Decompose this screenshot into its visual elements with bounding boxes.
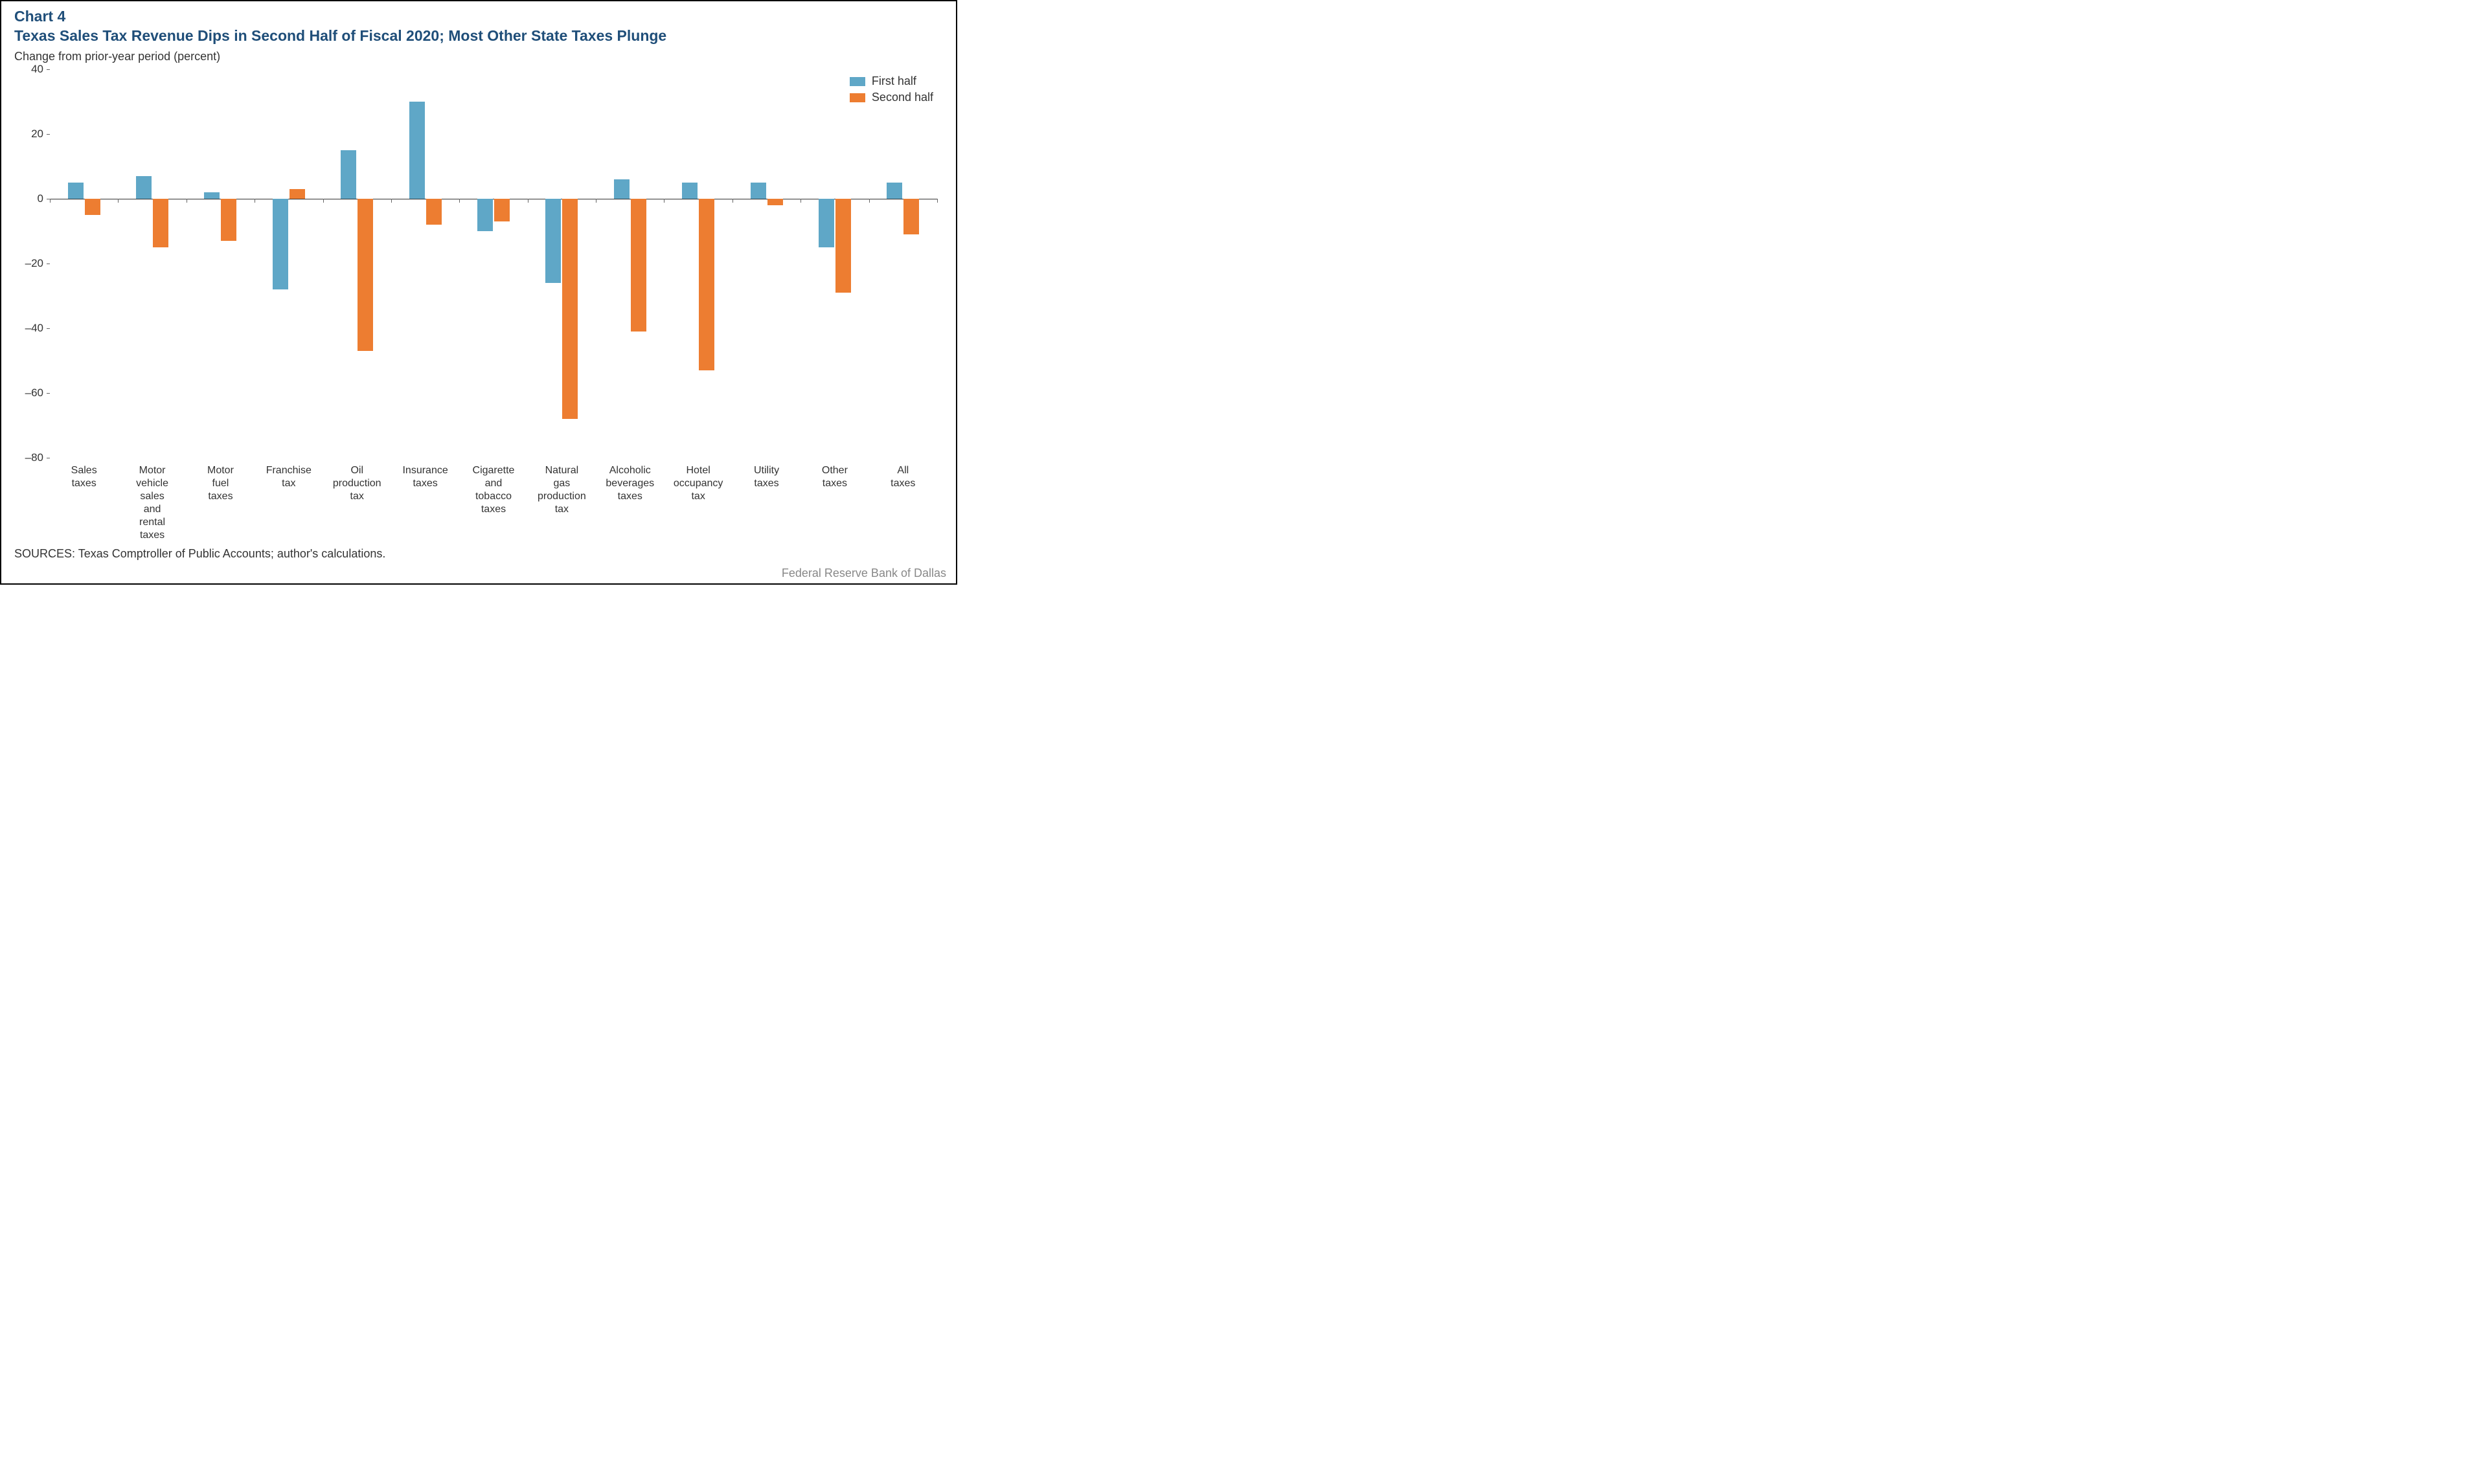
x-category-label: Oilproductiontax xyxy=(323,464,391,503)
x-tick-mark xyxy=(323,199,324,203)
y-tick-label: 20 xyxy=(14,128,43,141)
bar-first xyxy=(204,192,220,199)
bar-first xyxy=(819,199,834,247)
y-axis-title: Change from prior-year period (percent) xyxy=(14,50,220,63)
y-tick-label: –80 xyxy=(14,451,43,464)
y-tick-mark xyxy=(47,393,50,394)
bar-second xyxy=(699,199,714,370)
bar-second xyxy=(426,199,442,225)
y-tick-label: 40 xyxy=(14,63,43,76)
x-category-label: Alltaxes xyxy=(869,464,937,490)
x-category-label: Salestaxes xyxy=(50,464,118,490)
x-tick-mark xyxy=(869,199,870,203)
y-tick-mark xyxy=(47,134,50,135)
bar-first xyxy=(751,183,766,199)
y-tick-label: –60 xyxy=(14,387,43,399)
bar-first xyxy=(614,179,630,199)
x-category-label: Hoteloccupancytax xyxy=(664,464,732,503)
bar-second xyxy=(494,199,510,221)
x-category-label: Franchisetax xyxy=(255,464,323,490)
y-tick-label: 0 xyxy=(14,192,43,205)
chart-title: Texas Sales Tax Revenue Dips in Second H… xyxy=(14,27,666,45)
x-category-label: Othertaxes xyxy=(801,464,869,490)
legend-item-second-half: Second half xyxy=(850,91,933,104)
bar-second xyxy=(290,189,305,199)
bar-second xyxy=(562,199,578,419)
legend-swatch-second-half xyxy=(850,93,865,102)
chart-container: Chart 4 Texas Sales Tax Revenue Dips in … xyxy=(0,0,957,585)
legend-label-second-half: Second half xyxy=(872,91,933,104)
bar-first xyxy=(409,102,425,199)
bar-first xyxy=(341,150,356,199)
bar-first xyxy=(273,199,288,289)
bar-second xyxy=(85,199,100,215)
x-category-label: Naturalgasproductiontax xyxy=(528,464,596,516)
x-category-label: Alcoholicbeveragestaxes xyxy=(596,464,664,503)
x-category-label: Cigaretteandtobaccotaxes xyxy=(459,464,527,516)
x-category-label: Motorfueltaxes xyxy=(187,464,255,503)
x-tick-mark xyxy=(118,199,119,203)
legend-label-first-half: First half xyxy=(872,74,916,88)
x-tick-mark xyxy=(50,199,51,203)
bar-second xyxy=(153,199,168,247)
attribution-text: Federal Reserve Bank of Dallas xyxy=(782,567,946,580)
bar-second xyxy=(358,199,373,351)
chart-number: Chart 4 xyxy=(14,8,65,25)
bar-first xyxy=(136,176,152,199)
y-tick-label: –20 xyxy=(14,257,43,270)
legend: First half Second half xyxy=(850,74,933,107)
sources-text: SOURCES: Texas Comptroller of Public Acc… xyxy=(14,547,385,561)
x-tick-mark xyxy=(937,199,938,203)
x-category-label: Utilitytaxes xyxy=(732,464,801,490)
legend-swatch-first-half xyxy=(850,77,865,86)
legend-item-first-half: First half xyxy=(850,74,933,88)
y-tick-mark xyxy=(47,69,50,70)
bar-second xyxy=(631,199,646,332)
bar-second xyxy=(835,199,851,293)
bar-first xyxy=(68,183,84,199)
plot-area: 40200–20–40–60–80SalestaxesMotorvehicles… xyxy=(50,69,937,458)
bar-second xyxy=(903,199,919,234)
x-tick-mark xyxy=(732,199,733,203)
y-tick-mark xyxy=(47,328,50,329)
x-tick-mark xyxy=(391,199,392,203)
bar-first xyxy=(477,199,493,231)
bar-second xyxy=(221,199,236,241)
bar-first xyxy=(682,183,698,199)
x-tick-mark xyxy=(459,199,460,203)
bar-first xyxy=(887,183,902,199)
y-tick-label: –40 xyxy=(14,322,43,335)
bar-first xyxy=(545,199,561,283)
x-category-label: Motorvehiclesalesandrentaltaxes xyxy=(118,464,186,542)
bar-second xyxy=(767,199,783,205)
x-category-label: Insurancetaxes xyxy=(391,464,459,490)
